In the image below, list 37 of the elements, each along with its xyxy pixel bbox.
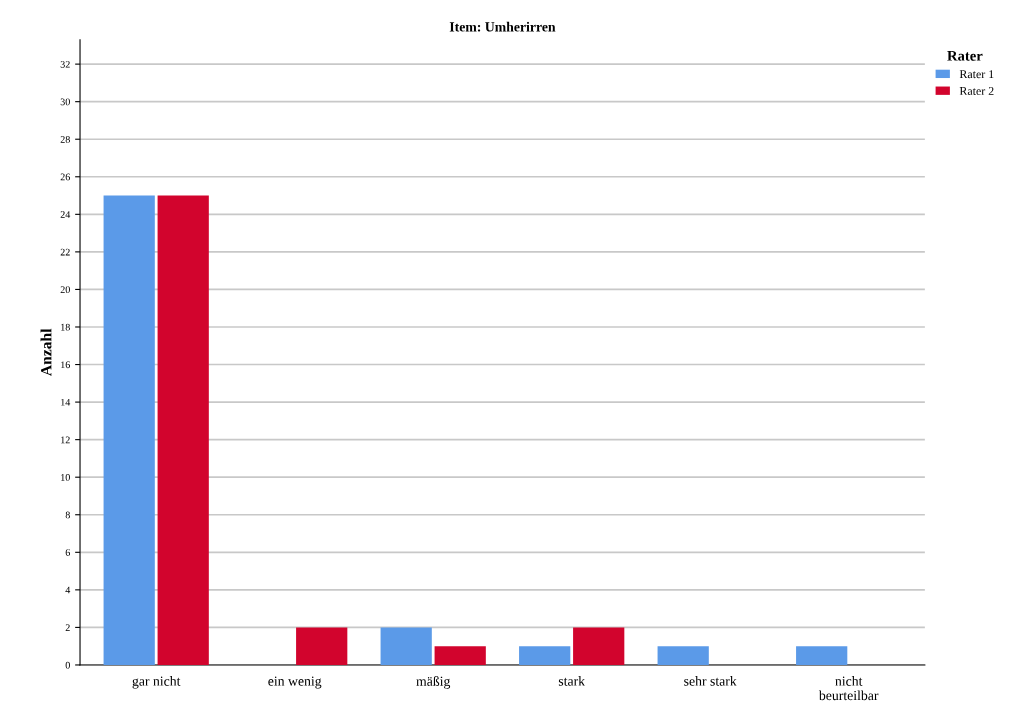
y-tick-label: 22: [60, 248, 70, 256]
x-tick-label: ein wenig: [268, 676, 322, 689]
y-axis-title: Anzahl: [40, 328, 52, 376]
x-tick-label: mäßig: [416, 676, 451, 689]
y-tick-label: 32: [60, 60, 70, 68]
y-tick-label: 28: [60, 136, 70, 143]
bar: [157, 195, 209, 665]
y-tick-label: 0: [65, 661, 70, 669]
bar: [103, 195, 155, 665]
y-tick-label: 20: [60, 286, 70, 294]
chart-title: Item: Umherirren: [449, 21, 556, 32]
y-tick-label: 4: [65, 586, 71, 594]
bar: [657, 646, 709, 665]
bar: [519, 646, 571, 665]
y-tick-label: 18: [61, 323, 70, 331]
bar: [296, 627, 348, 665]
y-tick-label: 2: [65, 624, 70, 631]
x-tick-label: stark: [558, 676, 586, 686]
y-tick-label: 26: [60, 173, 70, 181]
y-tick-label: 14: [61, 398, 71, 406]
bar: [796, 646, 848, 665]
y-tick-label: 8: [65, 511, 70, 519]
bar: [573, 627, 625, 665]
y-tick-label: 6: [65, 549, 70, 556]
bar: [434, 646, 486, 665]
legend-label: Rater 2: [959, 86, 994, 95]
x-tick-label: gar nicht: [132, 676, 181, 689]
x-tick-label: sehr stark: [684, 676, 737, 686]
y-tick-label: 10: [61, 473, 70, 481]
bar: [380, 627, 432, 665]
legend-title: Rater: [947, 51, 983, 61]
y-tick-label: 16: [61, 361, 70, 369]
legend-label: Rater 1: [959, 70, 994, 79]
y-tick-label: 30: [60, 98, 70, 106]
y-tick-label: 12: [61, 436, 70, 444]
x-tick-label: nicht beurteilbar: [818, 676, 879, 701]
y-tick-label: 24: [60, 211, 71, 218]
